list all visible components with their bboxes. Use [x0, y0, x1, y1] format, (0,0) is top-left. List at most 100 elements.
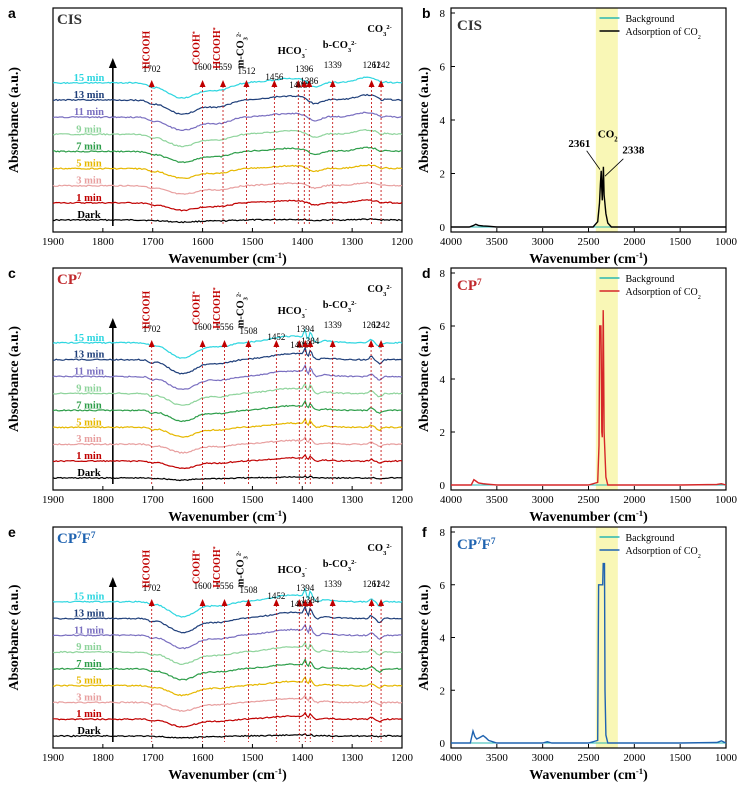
series-line-adsorption — [451, 166, 726, 228]
peak-arrow — [271, 80, 278, 87]
series-label: 11 min — [74, 367, 104, 378]
x-tick-label: 1300 — [341, 236, 364, 248]
peak-label: 1600 — [194, 581, 213, 591]
species-label-part: * — [212, 27, 219, 30]
x-tick-label: 3000 — [532, 236, 555, 248]
species-label-part: 2- — [235, 551, 242, 556]
plot-frame — [450, 267, 727, 491]
x-tick-label: 2500 — [578, 752, 601, 764]
species-label: HCOOH — [142, 550, 153, 589]
y-tick-label: 8 — [440, 268, 446, 280]
series-label: 9 min — [76, 642, 102, 653]
y-tick-label: 2 — [440, 685, 446, 697]
peak-arrow — [302, 340, 309, 347]
panel-e: 1900 1800 1700 1600 1500 1400 1300 1200 Wavenumb… — [7, 524, 414, 783]
x-tick-label: 1400 — [291, 752, 314, 764]
spectrum-line — [52, 694, 403, 713]
series-label: 5 min — [76, 417, 102, 428]
panel-title-part: 7 — [491, 537, 496, 547]
species-label-part: 2- — [386, 543, 391, 550]
x-axis-label-part: -1 — [636, 508, 643, 518]
species-label: HCOOH* — [212, 27, 224, 68]
y-tick-label: 8 — [440, 527, 446, 539]
legend-label: Adsorption of CO2 — [626, 546, 701, 560]
spectrum-line — [52, 604, 403, 634]
panel-title-part: CP — [57, 272, 77, 288]
peak-label: 1386 — [300, 76, 319, 86]
species-label: b-CO32- — [323, 300, 357, 314]
legend-label-part: 2 — [698, 34, 701, 41]
peak-label: 1242 — [372, 60, 390, 70]
series-label: 5 min — [76, 159, 102, 170]
x-axis-label-part: ) — [643, 252, 648, 267]
species-label-part: HCO — [278, 565, 302, 576]
series-label: 3 min — [76, 434, 102, 445]
y-tick-label: 6 — [440, 62, 446, 74]
species-label: HCOOH — [142, 31, 153, 70]
spectrum-line — [52, 453, 403, 470]
series-label: Dark — [77, 726, 100, 737]
legend-label: Adsorption of CO2 — [626, 287, 701, 301]
legend-label-part: Adsorption of CO — [626, 546, 698, 557]
y-axis-label: Absorbance (a.u.) — [417, 326, 432, 433]
spectrum-line — [52, 93, 403, 115]
y-tick-label: 2 — [440, 169, 446, 181]
x-axis-label-part: -1 — [636, 250, 643, 260]
peak-label: 1242 — [372, 320, 390, 330]
panel-letter: c — [8, 265, 16, 281]
annotation-label: CO2 — [598, 128, 619, 143]
peak-arrow — [368, 80, 375, 87]
species-label-part: HCO — [278, 306, 302, 317]
series-label: 9 min — [76, 383, 102, 394]
species-label: HCO3- — [278, 306, 307, 320]
peak-label: 1556 — [216, 581, 235, 591]
peak-label: 1339 — [324, 320, 343, 330]
species-label-part: 2- — [351, 300, 356, 307]
y-tick-label: 6 — [440, 580, 446, 592]
spectrum-line — [52, 623, 403, 650]
peak-arrow — [329, 599, 336, 606]
peak-arrow — [329, 80, 336, 87]
peak-arrow — [199, 340, 206, 347]
species-label-part: 3 — [242, 555, 249, 559]
peak-label: 1600 — [194, 322, 213, 332]
panel-b: 4000 3500 3000 2500 2000 1500 1000 Wavenumber (… — [417, 5, 738, 267]
panel-title: CIS — [457, 18, 482, 34]
x-tick-label: 1800 — [92, 494, 115, 506]
panel-title: CP7 — [57, 272, 82, 288]
peak-label: 1452 — [267, 332, 285, 342]
peak-label: 1452 — [267, 591, 285, 601]
panel-title: CIS — [57, 12, 82, 28]
panel-d: 4000 3500 3000 2500 2000 1500 1000 Wavenumber (… — [417, 265, 738, 525]
x-tick-label: 1400 — [291, 236, 314, 248]
time-arrow-head — [108, 58, 117, 68]
x-tick-label: 1800 — [92, 752, 115, 764]
x-axis-label: Wavenumber (cm-1) — [168, 508, 287, 525]
plot-frame — [52, 7, 403, 233]
species-label-part: 3 — [383, 31, 387, 38]
plot-frame — [52, 267, 403, 491]
species-label-part: 3 — [348, 47, 352, 54]
peak-arrow — [296, 599, 303, 606]
species-label-part: b-CO — [323, 559, 348, 570]
species-label-part: 3 — [242, 296, 249, 300]
spectrum-line — [52, 435, 403, 454]
x-axis-label-part: ) — [282, 510, 287, 525]
species-label-part: HCOOH — [212, 290, 223, 329]
series-label: 15 min — [74, 73, 105, 84]
species-label: HCOOH* — [212, 287, 224, 328]
species-label-part: * — [191, 550, 198, 553]
x-axis-label-part: Wavenumber (cm — [529, 510, 636, 525]
spectrum-line — [52, 382, 403, 406]
x-axis-label: Wavenumber (cm-1) — [529, 250, 648, 267]
annotation-leader — [604, 158, 624, 177]
spectrum-line — [52, 733, 403, 739]
peak-arrow — [245, 340, 252, 347]
spectrum-line — [52, 76, 403, 99]
x-tick-label: 1200 — [391, 752, 414, 764]
series-label: Dark — [77, 468, 100, 479]
legend-label: Background — [626, 274, 675, 285]
time-arrow-head — [108, 318, 117, 328]
x-axis-label-part: -1 — [275, 250, 282, 260]
x-axis-label-part: -1 — [275, 766, 282, 776]
